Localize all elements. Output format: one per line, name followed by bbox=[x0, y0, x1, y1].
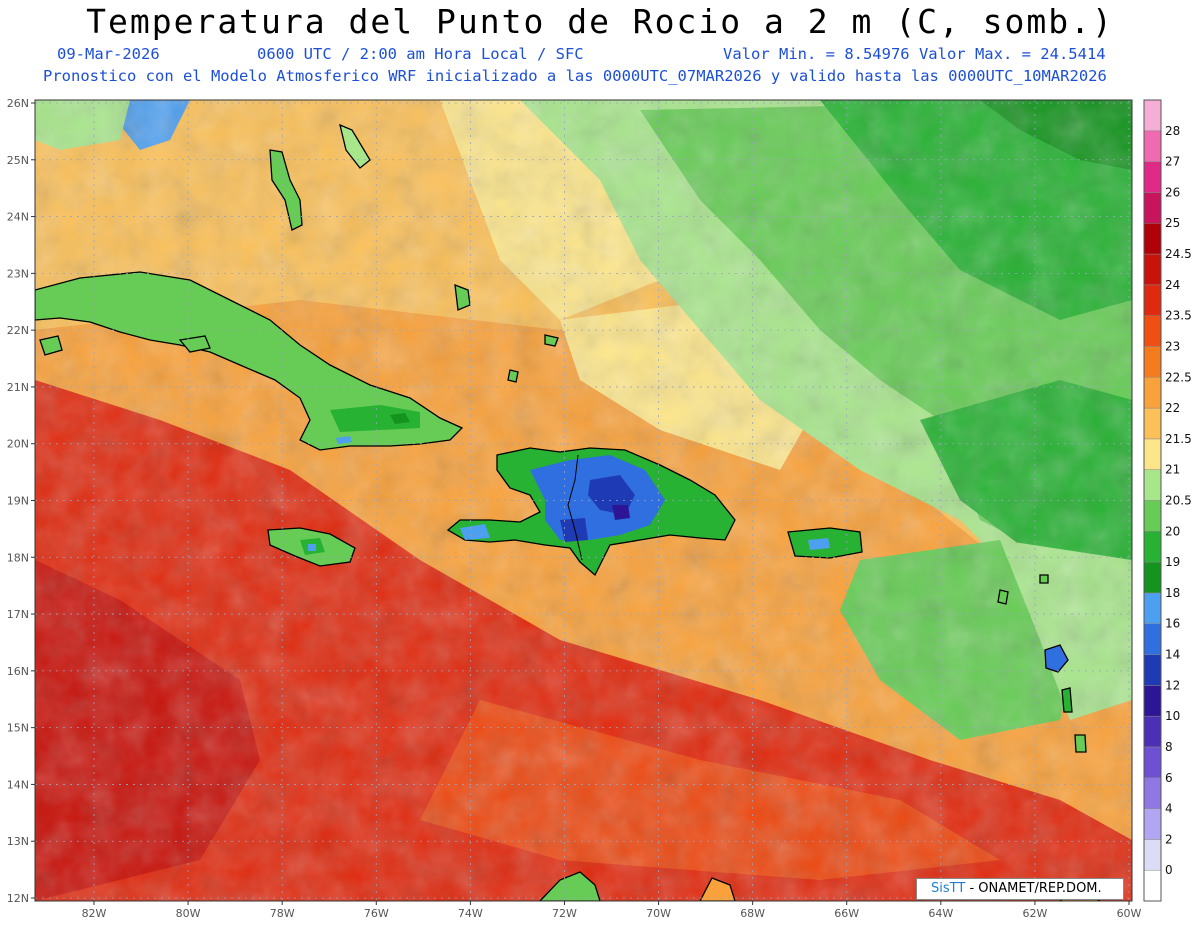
colorbar-swatch bbox=[1143, 592, 1162, 624]
credit-brand: SisTT bbox=[931, 881, 966, 896]
colorbar-swatch bbox=[1143, 161, 1162, 193]
forecast-time: 0600 UTC / 2:00 am Hora Local / SFC bbox=[257, 45, 584, 63]
land-masses bbox=[35, 123, 1102, 901]
lat-label: 23N bbox=[7, 267, 29, 280]
colorbar-label: 4 bbox=[1165, 802, 1173, 816]
colorbar-label: 21 bbox=[1165, 463, 1180, 477]
longitude-labels: 82W 80W 78W 76W 74W 72W 70W 68W 66W 64W 62W 60W bbox=[82, 901, 1142, 920]
lat-label: 17N bbox=[7, 608, 29, 621]
lon-label: 76W bbox=[364, 907, 389, 920]
colorbar-swatch bbox=[1143, 346, 1162, 378]
colorbar-swatch bbox=[1143, 284, 1162, 316]
colorbar-label: 21.5 bbox=[1165, 432, 1192, 446]
south-america-coast bbox=[539, 871, 601, 901]
colorbar-swatch bbox=[1143, 222, 1162, 255]
lat-label: 14N bbox=[7, 778, 29, 791]
lon-label: 70W bbox=[646, 907, 671, 920]
colorbar-frame bbox=[1143, 99, 1162, 902]
colorbar-label: 19 bbox=[1165, 555, 1180, 569]
lon-label: 60W bbox=[1117, 907, 1142, 920]
colorbar-swatch bbox=[1143, 315, 1162, 347]
lat-label: 26N bbox=[7, 97, 29, 110]
colorbar-label: 18 bbox=[1165, 586, 1180, 600]
colorbar-label: 22.5 bbox=[1165, 370, 1192, 384]
colorbar-label: 28 bbox=[1165, 124, 1180, 138]
colorbar-label: 6 bbox=[1165, 771, 1173, 785]
colorbar-swatch bbox=[1143, 438, 1162, 470]
lon-label: 64W bbox=[928, 907, 953, 920]
lon-label: 74W bbox=[458, 907, 483, 920]
colorbar-label: 2 bbox=[1165, 832, 1173, 846]
colorbar-swatch bbox=[1143, 654, 1162, 686]
lat-label: 12N bbox=[7, 892, 29, 905]
colorbar-swatch bbox=[1143, 99, 1162, 132]
isla-juventud bbox=[178, 335, 211, 353]
credit-box: SisTT - ONAMET/REP.DOM. bbox=[916, 878, 1124, 900]
colorbar-label: 10 bbox=[1165, 709, 1180, 723]
colorbar-label: 12 bbox=[1165, 678, 1180, 692]
model-description: Pronostico con el Modelo Atmosferico WRF… bbox=[43, 67, 1107, 85]
lon-label: 72W bbox=[552, 907, 577, 920]
colorbar-swatch bbox=[1143, 407, 1162, 440]
lat-label: 16N bbox=[7, 665, 29, 678]
colorbar-label: 14 bbox=[1165, 648, 1180, 662]
lat-lon-grid bbox=[35, 100, 1132, 901]
lat-label: 24N bbox=[7, 211, 29, 224]
colorbar-swatch bbox=[1143, 561, 1162, 594]
cuba-island bbox=[35, 271, 464, 451]
lon-label: 78W bbox=[270, 907, 295, 920]
colorbar-swatch bbox=[1143, 623, 1162, 655]
colorbar-swatch bbox=[1143, 192, 1162, 224]
colorbar-label: 16 bbox=[1165, 617, 1180, 631]
map-title: Temperatura del Punto de Rocio a 2 m (C,… bbox=[86, 2, 1114, 41]
colorbar-swatch bbox=[1143, 377, 1162, 409]
latitude-labels: 26N 25N 24N 23N 22N 21N 20N 19N 18N 17N 16N 15N 14N 1… bbox=[7, 97, 35, 905]
lat-label: 18N bbox=[7, 551, 29, 564]
colorbar-label: 24.5 bbox=[1165, 247, 1192, 261]
colorbar-label: 24 bbox=[1165, 278, 1180, 292]
colorbar-label: 8 bbox=[1165, 740, 1173, 754]
colorbar-label: 0 bbox=[1165, 863, 1173, 877]
lon-label: 68W bbox=[740, 907, 765, 920]
colorbar-swatch bbox=[1143, 746, 1162, 779]
colorbar-swatch bbox=[1143, 685, 1162, 717]
colorbar-label: 20.5 bbox=[1165, 494, 1192, 508]
colorbar-swatch bbox=[1143, 253, 1162, 286]
colorbar-swatch bbox=[1143, 500, 1162, 532]
lon-label: 66W bbox=[834, 907, 859, 920]
colorbar-label: 20 bbox=[1165, 524, 1180, 538]
colorbar-label: 23 bbox=[1165, 339, 1180, 353]
colorbar-swatch bbox=[1143, 839, 1162, 871]
colorbar-swatch bbox=[1143, 469, 1162, 501]
lat-label: 21N bbox=[7, 381, 29, 394]
colorbar-label: 22 bbox=[1165, 401, 1180, 415]
colorbar-label: 26 bbox=[1165, 185, 1180, 199]
colorbar-swatch bbox=[1143, 869, 1162, 902]
colorbar-swatch bbox=[1143, 808, 1162, 840]
colorbar-label: 25 bbox=[1165, 216, 1180, 230]
min-max-values: Valor Min. = 8.54976 Valor Max. = 24.541… bbox=[723, 45, 1106, 63]
credit-text: - ONAMET/REP.DOM. bbox=[969, 881, 1102, 896]
colorbar-swatch bbox=[1143, 715, 1162, 748]
colorbar-label: 27 bbox=[1165, 155, 1180, 169]
lon-label: 62W bbox=[1022, 907, 1047, 920]
colorbar-swatch bbox=[1143, 130, 1162, 162]
lat-label: 19N bbox=[7, 495, 29, 508]
lat-label: 13N bbox=[7, 835, 29, 848]
lat-label: 15N bbox=[7, 722, 29, 735]
lon-label: 80W bbox=[176, 907, 201, 920]
colorbar-label: 23.5 bbox=[1165, 309, 1192, 323]
lat-label: 20N bbox=[7, 438, 29, 451]
lon-label: 82W bbox=[82, 907, 107, 920]
colorbar-swatch bbox=[1143, 777, 1162, 809]
colorbar: 024681012141618192020.52121.52222.52323.… bbox=[1143, 99, 1192, 902]
forecast-date: 09-Mar-2026 bbox=[57, 45, 160, 63]
colorbar-swatch bbox=[1143, 531, 1162, 563]
lat-label: 25N bbox=[7, 154, 29, 167]
lat-label: 22N bbox=[7, 324, 29, 337]
